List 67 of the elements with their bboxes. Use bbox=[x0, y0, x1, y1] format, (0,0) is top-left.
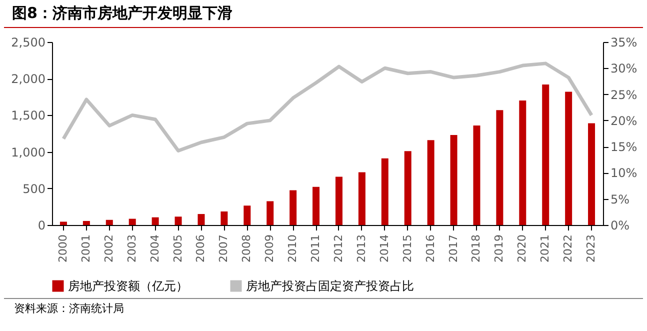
x-tick-label: 2003 bbox=[125, 234, 138, 262]
x-tick-label: 2013 bbox=[354, 234, 368, 262]
bar bbox=[152, 217, 159, 225]
bar bbox=[404, 151, 412, 225]
bar bbox=[565, 92, 572, 225]
bar bbox=[244, 206, 251, 225]
line-series bbox=[62, 62, 594, 153]
y2-tick-label: 30% bbox=[610, 62, 638, 76]
text: 资料来源：济南统计局 bbox=[4, 298, 643, 318]
y2-tick-label: 5% bbox=[610, 192, 630, 206]
bar bbox=[358, 172, 366, 225]
x-tick-label: 2008 bbox=[240, 234, 254, 262]
y-tick-label: 1,500 bbox=[11, 108, 46, 123]
x-tick-label: 2006 bbox=[194, 234, 208, 262]
bar bbox=[496, 110, 504, 225]
y2-tick-label: 25% bbox=[610, 88, 638, 102]
x-tick-label: 2004 bbox=[148, 234, 162, 262]
x-tick-label: 2019 bbox=[492, 234, 506, 262]
bar bbox=[312, 186, 320, 225]
y2-tick-label: 10% bbox=[610, 166, 638, 180]
x-tick-label: 2021 bbox=[538, 234, 552, 262]
bar bbox=[82, 220, 90, 225]
bar bbox=[128, 218, 136, 225]
bar bbox=[519, 100, 526, 225]
legend-label: 房地产投资额（亿元） bbox=[68, 279, 188, 293]
x-tick-label: 2015 bbox=[400, 234, 414, 262]
bar bbox=[266, 201, 274, 225]
x-tick-label: 2007 bbox=[217, 234, 230, 262]
bar bbox=[450, 134, 458, 225]
bar bbox=[290, 190, 297, 225]
x-tick-label: 2023 bbox=[584, 234, 598, 262]
chart-title: 图8：济南市房地产开发明显下滑 bbox=[4, 0, 643, 28]
bar bbox=[381, 158, 388, 225]
bar bbox=[198, 214, 205, 225]
y-tick-label: 1,000 bbox=[11, 145, 46, 160]
x-tick-label: 2018 bbox=[470, 234, 483, 262]
x-tick-label: 2009 bbox=[263, 234, 276, 262]
y2-tick-label: 20% bbox=[610, 114, 638, 128]
legend-label: 房地产投资占固定资产投资占比 bbox=[246, 279, 414, 293]
bar bbox=[174, 216, 182, 225]
bar bbox=[60, 222, 67, 225]
bar bbox=[542, 84, 550, 225]
y-tick-label: 500 bbox=[22, 182, 46, 196]
x-tick-label: 2000 bbox=[56, 234, 70, 262]
bar bbox=[588, 123, 596, 225]
x-tick-label: 2011 bbox=[309, 234, 322, 262]
bar bbox=[473, 125, 480, 225]
y-tick-label: 0 bbox=[38, 218, 46, 232]
bar bbox=[106, 220, 113, 225]
y-tick-label: 2,500 bbox=[11, 36, 46, 50]
bar bbox=[335, 176, 342, 225]
x-tick-label: 2014 bbox=[378, 234, 391, 262]
x-tick-label: 2020 bbox=[516, 234, 529, 262]
y2-tick-label: 35% bbox=[610, 36, 638, 50]
bar bbox=[220, 211, 228, 225]
x-tick-label: 2010 bbox=[286, 234, 300, 262]
x-tick-label: 2002 bbox=[102, 234, 116, 262]
x-tick-label: 2022 bbox=[562, 234, 575, 262]
x-tick-label: 2012 bbox=[332, 234, 345, 262]
x-tick-label: 2017 bbox=[446, 234, 460, 262]
x-tick-label: 2001 bbox=[79, 234, 92, 262]
x-tick-label: 2005 bbox=[171, 234, 184, 262]
y2-tick-label: 0% bbox=[610, 218, 630, 232]
bar bbox=[427, 140, 434, 225]
y2-tick-label: 15% bbox=[610, 140, 638, 154]
x-tick-label: 2016 bbox=[424, 234, 437, 262]
y-tick-label: 2,000 bbox=[11, 72, 46, 86]
